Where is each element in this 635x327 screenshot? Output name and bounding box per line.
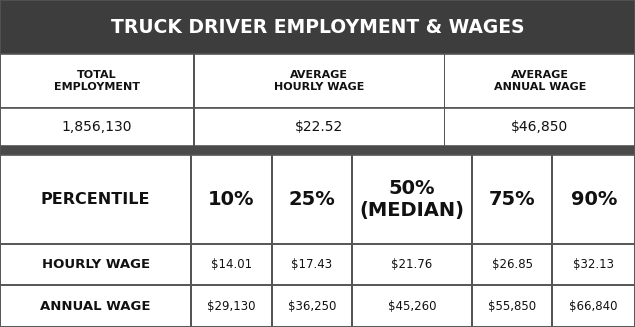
- Text: HOURLY WAGE: HOURLY WAGE: [41, 258, 150, 271]
- Text: $17.43: $17.43: [291, 258, 333, 271]
- Text: $14.01: $14.01: [211, 258, 252, 271]
- Bar: [0, 244, 635, 285]
- Bar: [271, 155, 272, 244]
- Bar: [0, 0, 635, 54]
- Text: $22.52: $22.52: [295, 120, 343, 134]
- Bar: [0, 285, 635, 327]
- Bar: [551, 155, 553, 244]
- Bar: [471, 285, 473, 327]
- Bar: [551, 285, 553, 327]
- Text: AVERAGE
ANNUAL WAGE: AVERAGE ANNUAL WAGE: [493, 70, 586, 92]
- Bar: [351, 285, 353, 327]
- Bar: [551, 244, 553, 285]
- Bar: [271, 244, 272, 285]
- Text: 1,856,130: 1,856,130: [62, 120, 132, 134]
- Text: 75%: 75%: [489, 190, 535, 209]
- Bar: [351, 155, 353, 244]
- Bar: [190, 285, 192, 327]
- Text: 50%
(MEDIAN): 50% (MEDIAN): [359, 179, 465, 220]
- Text: AVERAGE
HOURLY WAGE: AVERAGE HOURLY WAGE: [274, 70, 364, 92]
- Bar: [190, 244, 192, 285]
- Text: ANNUAL WAGE: ANNUAL WAGE: [41, 300, 151, 313]
- Text: TOTAL
EMPLOYMENT: TOTAL EMPLOYMENT: [54, 70, 140, 92]
- Text: $29,130: $29,130: [207, 300, 256, 313]
- Bar: [471, 155, 473, 244]
- Text: TRUCK DRIVER EMPLOYMENT & WAGES: TRUCK DRIVER EMPLOYMENT & WAGES: [110, 18, 525, 37]
- Text: $45,260: $45,260: [388, 300, 436, 313]
- Bar: [443, 54, 445, 108]
- Bar: [351, 244, 353, 285]
- Text: 25%: 25%: [289, 190, 335, 209]
- Text: $32.13: $32.13: [573, 258, 614, 271]
- Bar: [0, 285, 635, 327]
- Bar: [193, 108, 194, 146]
- Bar: [0, 108, 635, 146]
- Bar: [443, 108, 445, 146]
- Text: $66,840: $66,840: [570, 300, 618, 313]
- Bar: [0, 244, 635, 285]
- Bar: [0, 155, 635, 244]
- Text: $21.76: $21.76: [391, 258, 432, 271]
- Text: $55,850: $55,850: [488, 300, 536, 313]
- Bar: [0, 146, 635, 155]
- Bar: [190, 155, 192, 244]
- Bar: [0, 54, 635, 108]
- Text: $46,850: $46,850: [511, 120, 568, 134]
- Text: 90%: 90%: [570, 190, 617, 209]
- Text: PERCENTILE: PERCENTILE: [41, 192, 150, 207]
- Text: 10%: 10%: [208, 190, 255, 209]
- Bar: [471, 244, 473, 285]
- Bar: [0, 155, 635, 244]
- Bar: [271, 285, 272, 327]
- Text: $36,250: $36,250: [288, 300, 336, 313]
- Bar: [193, 54, 194, 108]
- Text: $26.85: $26.85: [491, 258, 533, 271]
